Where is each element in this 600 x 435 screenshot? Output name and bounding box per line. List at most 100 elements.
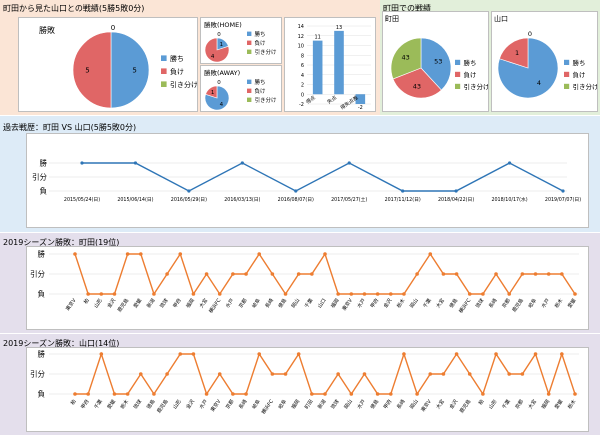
data-point [401, 189, 405, 193]
data-point [388, 292, 393, 296]
x-tick-label: 京都 [237, 297, 248, 309]
data-point [217, 372, 222, 376]
x-tick-label: 徳島 [369, 398, 380, 410]
data-point [152, 392, 156, 396]
x-tick-label: 琉球 [474, 297, 485, 309]
x-tick-label: 鹿児島 [155, 398, 169, 414]
x-tick-label: 千葉 [303, 297, 314, 309]
x-tick-label: 山形 [171, 398, 182, 410]
y-tick-label: 6 [301, 63, 304, 69]
y-tick-label: -2 [299, 102, 304, 108]
y-level-label: 勝 [38, 249, 46, 259]
data-point [257, 252, 262, 256]
data-point [310, 272, 314, 276]
pie-data-label: 0 [217, 32, 221, 38]
x-tick-label: 水戸 [356, 398, 367, 410]
data-point [99, 292, 104, 296]
x-tick-label: 京都 [500, 297, 511, 309]
data-point [546, 392, 551, 396]
data-point [133, 161, 138, 165]
data-point [520, 272, 525, 276]
bar-data-label: 13 [336, 25, 342, 31]
legend-swatch [161, 55, 167, 61]
x-tick-label: 東京V [64, 297, 78, 312]
x-tick-label: 大宮 [435, 297, 446, 309]
x-tick-label: 琉球 [158, 297, 169, 309]
x-tick-label: 琉球 [329, 398, 340, 410]
legend-swatch [161, 81, 167, 87]
bar-data-label: -2 [358, 105, 363, 111]
data-point [441, 372, 446, 376]
data-point [125, 392, 130, 396]
legend-swatch [564, 83, 570, 89]
data-point [73, 252, 77, 256]
x-tick-label: 2017/05/27(土) [331, 196, 367, 203]
data-point [520, 372, 525, 376]
data-point [375, 392, 380, 396]
data-point [283, 372, 288, 376]
x-tick-label: 岐阜 [527, 297, 538, 309]
x-tick-label: 新潟 [316, 398, 327, 410]
data-point [494, 352, 498, 356]
data-point [533, 352, 538, 356]
x-tick-label: 千葉 [500, 398, 511, 410]
pie-title: 山口 [494, 14, 508, 23]
pie-data-label: 5 [85, 66, 89, 74]
data-point [112, 292, 117, 296]
x-tick-label: 福岡 [329, 297, 340, 309]
x-tick-label: 鹿児島 [458, 398, 472, 414]
x-tick-label: 栃木 [553, 297, 564, 309]
x-tick-label: 甲府 [382, 398, 393, 410]
x-tick-label: 2017/11/12(日) [385, 197, 421, 203]
data-point [349, 292, 354, 296]
data-point [204, 392, 209, 396]
x-tick-label: 琉球 [132, 398, 143, 410]
x-tick-label: 京都 [514, 398, 525, 410]
data-point [294, 189, 298, 193]
pie-slice [204, 37, 230, 63]
pie-data-label: 0 [217, 80, 221, 86]
legend-label: 引き分け [464, 82, 490, 91]
x-tick-label: 長崎 [395, 398, 406, 410]
x-tick-label: 大宮 [527, 398, 538, 410]
pie-data-label: 5 [132, 66, 136, 74]
data-point [507, 292, 512, 296]
pie-data-label: 0 [528, 30, 532, 38]
data-point [467, 372, 472, 376]
pie-data-label: 53 [434, 57, 442, 65]
data-point [138, 252, 143, 256]
x-tick-label: 福岡 [540, 398, 551, 410]
y-level-label: 負 [40, 186, 48, 196]
x-tick-label: 金沢 [382, 297, 393, 309]
x-tick-label: 岐阜 [277, 398, 288, 410]
x-tick-label: 大宮 [198, 297, 209, 309]
data-point [428, 372, 433, 376]
x-tick-label: 横浜FC [260, 398, 275, 416]
data-point [362, 372, 367, 376]
x-tick-label: 甲府 [369, 297, 380, 309]
x-tick-label: 岐阜 [250, 398, 261, 410]
data-point [481, 292, 485, 296]
x-tick-label: 甲府 [171, 297, 182, 309]
goals-bar-card: -2 0 2 4 6 8 10 12 14 11 得点 13 失点 -2 得失点差 [284, 17, 376, 112]
data-point [296, 272, 301, 276]
x-tick-label: 2015/05/24(日) [64, 197, 100, 203]
legend-label: 引き分け [255, 96, 278, 104]
data-point [244, 392, 248, 396]
x-tick-label: 大宮 [435, 398, 446, 410]
legend-swatch [455, 71, 461, 77]
data-point [165, 272, 169, 276]
data-point [152, 292, 156, 296]
machida-pie-card: 町田 53 43 43 勝ち 負け 引き分け [382, 11, 489, 112]
data-point [283, 292, 288, 296]
data-point [99, 352, 104, 356]
x-tick-label: 水戸 [540, 297, 551, 309]
x-tick-label: 鹿児島 [511, 297, 525, 313]
data-point [467, 292, 472, 296]
